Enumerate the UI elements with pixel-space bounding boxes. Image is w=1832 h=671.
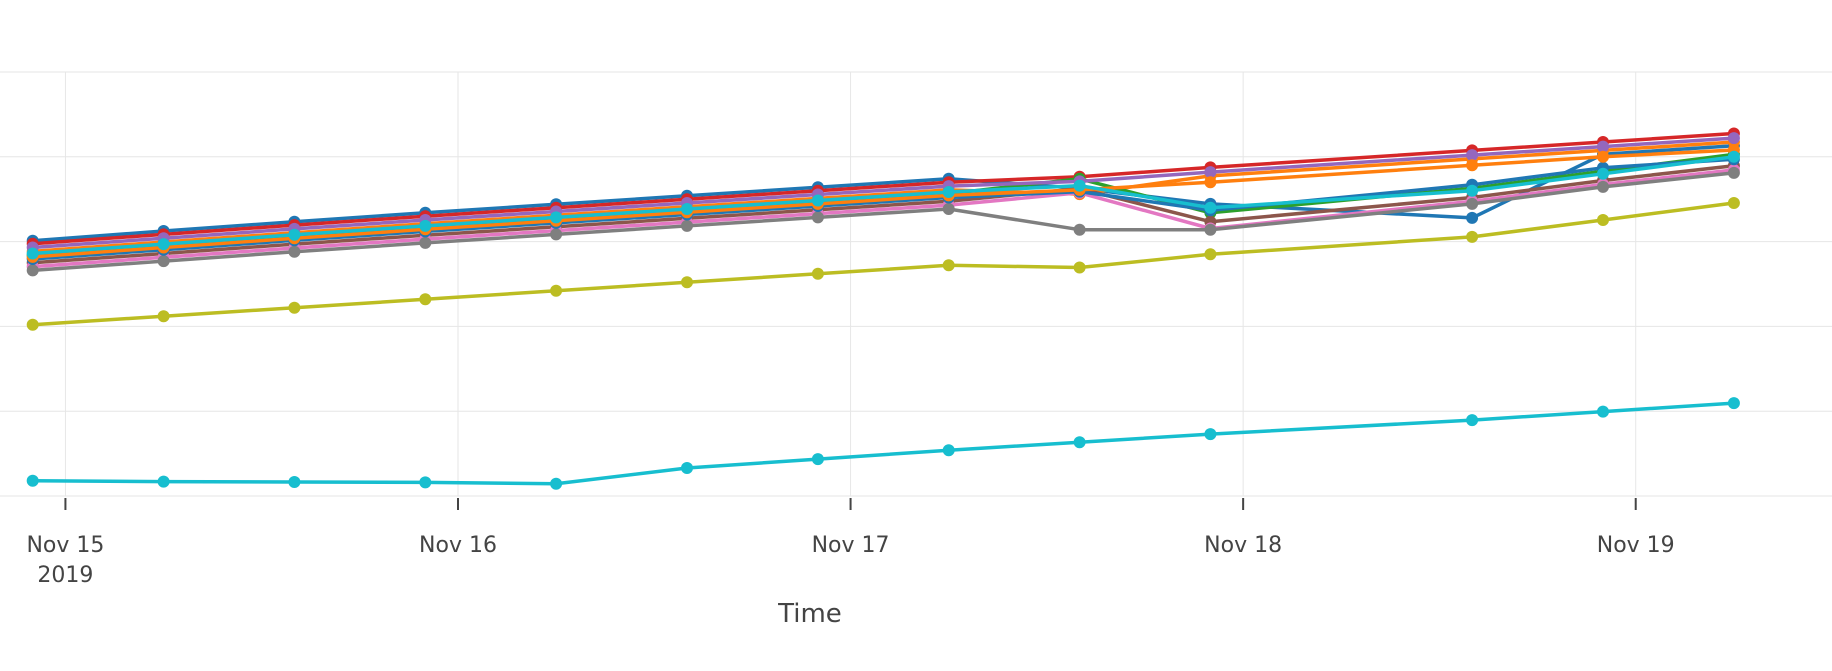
data-point[interactable]	[157, 475, 170, 488]
x-tick-label: Nov 18	[1204, 533, 1282, 558]
data-point[interactable]	[1727, 397, 1740, 410]
data-point[interactable]	[26, 318, 39, 331]
x-tick-sublabel: 2019	[37, 563, 93, 588]
data-point[interactable]	[550, 228, 563, 241]
x-axis: Nov 15 2019 Nov 16 Nov 17 Nov 18 Nov 19	[26, 498, 1675, 588]
data-point[interactable]	[1204, 428, 1217, 441]
series-9	[26, 197, 1740, 331]
data-point[interactable]	[681, 462, 693, 474]
series-13	[26, 150, 1740, 260]
data-point[interactable]	[550, 477, 563, 490]
data-point[interactable]	[1466, 230, 1479, 243]
data-point[interactable]	[1727, 132, 1740, 145]
data-point[interactable]	[942, 186, 955, 198]
data-point[interactable]	[419, 293, 432, 306]
data-point[interactable]	[1204, 176, 1217, 189]
data-point[interactable]	[1597, 140, 1609, 153]
data-point[interactable]	[1466, 414, 1479, 427]
data-point[interactable]	[1073, 436, 1086, 449]
y-gridlines	[0, 71, 1832, 497]
series-10	[26, 397, 1740, 490]
data-point[interactable]	[550, 211, 563, 224]
data-point[interactable]	[1466, 184, 1479, 197]
data-point[interactable]	[811, 194, 824, 207]
x-tick-label: Nov 16	[419, 533, 497, 558]
data-point[interactable]	[1466, 159, 1479, 172]
data-point[interactable]	[419, 236, 432, 249]
x-gridlines	[64, 72, 1637, 496]
data-point[interactable]	[1597, 150, 1609, 163]
data-point[interactable]	[1597, 167, 1609, 180]
data-point[interactable]	[811, 211, 824, 224]
data-point[interactable]	[26, 264, 39, 277]
data-point[interactable]	[550, 284, 563, 297]
data-point[interactable]	[288, 228, 301, 241]
data-point[interactable]	[1073, 179, 1086, 192]
series-layer	[26, 127, 1740, 490]
data-point[interactable]	[942, 444, 955, 457]
data-point[interactable]	[157, 255, 170, 268]
data-point[interactable]	[1466, 197, 1479, 210]
data-point[interactable]	[942, 259, 955, 272]
data-point[interactable]	[1466, 211, 1479, 224]
data-point[interactable]	[288, 245, 301, 258]
data-point[interactable]	[1204, 223, 1217, 236]
data-point[interactable]	[419, 476, 432, 489]
data-point[interactable]	[1597, 405, 1609, 418]
data-point[interactable]	[1466, 149, 1479, 162]
data-point[interactable]	[1597, 180, 1609, 193]
data-point[interactable]	[288, 476, 301, 488]
data-point[interactable]	[1204, 166, 1217, 179]
data-point[interactable]	[942, 203, 955, 215]
data-point[interactable]	[1727, 197, 1740, 209]
data-point[interactable]	[26, 474, 39, 487]
data-point[interactable]	[811, 453, 824, 466]
data-point[interactable]	[1073, 223, 1086, 236]
data-point[interactable]	[419, 219, 432, 232]
data-point[interactable]	[157, 238, 170, 251]
x-tick-label: Nov 15	[26, 533, 104, 558]
data-point[interactable]	[681, 276, 693, 289]
data-point[interactable]	[157, 310, 170, 323]
plot-area	[0, 62, 1832, 498]
x-axis-title: Time	[777, 599, 842, 629]
data-point[interactable]	[1597, 214, 1609, 226]
x-tick-label: Nov 19	[1597, 533, 1675, 558]
series-8	[26, 166, 1740, 277]
data-point[interactable]	[1727, 150, 1740, 163]
x-tick-label: Nov 17	[812, 533, 890, 558]
data-point[interactable]	[26, 247, 39, 260]
data-point[interactable]	[1073, 261, 1086, 274]
data-point[interactable]	[1727, 166, 1740, 179]
data-point[interactable]	[1204, 201, 1217, 214]
data-point[interactable]	[681, 219, 693, 232]
data-point[interactable]	[1204, 248, 1217, 261]
data-point[interactable]	[811, 267, 824, 280]
data-point[interactable]	[681, 203, 693, 215]
data-point[interactable]	[288, 301, 301, 314]
